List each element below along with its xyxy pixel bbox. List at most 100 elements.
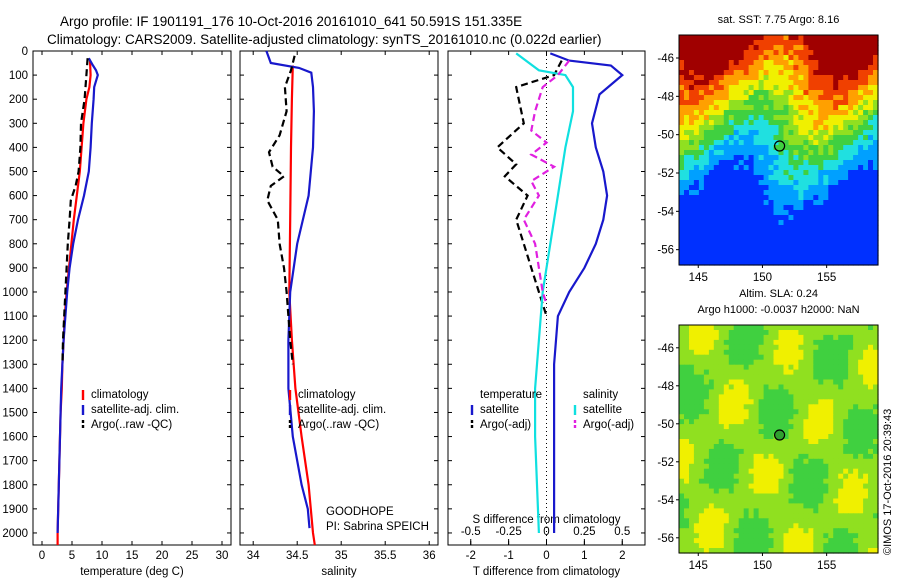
map-cell: [833, 45, 839, 51]
map-cell: [728, 260, 735, 266]
map-cell: [738, 344, 745, 351]
map-cell: [793, 344, 799, 351]
map-cell: [813, 100, 819, 106]
map-cell: [788, 483, 795, 490]
map-cell: [858, 65, 864, 71]
map-cell: [773, 533, 780, 539]
map-cell: [818, 65, 824, 71]
map-cell: [713, 190, 720, 196]
map-cell: [713, 364, 720, 371]
map-cell: [713, 170, 720, 176]
map-cell: [798, 185, 804, 191]
map-cell: [689, 220, 695, 226]
map-cell: [763, 458, 770, 465]
map-cell: [808, 50, 814, 56]
map-cell: [773, 399, 780, 405]
map-cell: [708, 145, 715, 151]
map-cell: [778, 424, 785, 430]
map-cell: [823, 424, 829, 430]
map-cell: [753, 40, 760, 46]
map-cell: [833, 105, 839, 111]
map-cell: [833, 40, 839, 46]
map-cell: [698, 384, 705, 391]
map-cell: [768, 210, 775, 216]
map-cell: [818, 230, 824, 236]
map-cell: [679, 374, 685, 381]
map-cell: [689, 344, 695, 351]
map-cell: [813, 85, 819, 91]
map-cell: [803, 80, 809, 86]
depth-tick-label: 1600: [2, 432, 28, 444]
map-cell: [693, 330, 700, 336]
map-cell: [793, 215, 799, 221]
map-cell: [793, 424, 799, 430]
map-cell: [753, 195, 760, 201]
map-cell: [708, 369, 715, 376]
map-cell: [848, 210, 854, 216]
map-cell: [833, 513, 839, 519]
map-cell: [788, 245, 795, 251]
map-cell: [793, 150, 799, 156]
map-cell: [788, 45, 795, 51]
map-cell: [733, 339, 740, 346]
map-cell: [823, 215, 829, 221]
map-cell: [758, 110, 765, 116]
map-cell: [798, 195, 804, 201]
map-cell: [733, 414, 740, 420]
map-cell: [689, 85, 695, 91]
map-cell: [738, 95, 745, 101]
map-cell: [758, 250, 765, 256]
map-cell: [728, 210, 735, 216]
map-cell: [753, 538, 760, 544]
map-cell: [853, 100, 859, 106]
map-cell: [793, 155, 799, 161]
map-cell: [743, 483, 750, 490]
map-cell: [783, 458, 790, 465]
map-cell: [828, 235, 834, 241]
map-cell: [733, 125, 740, 131]
map-cell: [728, 414, 735, 420]
map-cell: [853, 95, 859, 101]
map-cell: [728, 185, 735, 191]
map-cell: [748, 50, 755, 56]
map-cell: [873, 349, 879, 356]
map-cell: [689, 434, 695, 440]
map-cell: [679, 458, 685, 465]
map-cell: [743, 35, 750, 41]
map-cell: [848, 165, 854, 171]
map-cell: [723, 195, 730, 201]
map-cell: [788, 414, 795, 420]
map-cell: [718, 245, 725, 251]
map-cell: [828, 538, 834, 544]
map-cell: [748, 533, 755, 539]
map-cell: [778, 458, 785, 465]
lon-tick-label: 145: [689, 560, 708, 572]
map-cell: [693, 45, 700, 51]
map-cell: [718, 325, 725, 331]
map-cell: [773, 160, 780, 166]
map-cell: [733, 160, 740, 166]
map-cell: [798, 155, 804, 161]
map-cell: [853, 419, 859, 425]
map-cell: [773, 493, 780, 500]
map-cell: [679, 424, 685, 430]
map-cell: [863, 105, 869, 111]
map-cell: [679, 205, 685, 211]
map-cell: [828, 60, 834, 66]
map-cell: [868, 230, 874, 236]
map-cell: [808, 40, 814, 46]
map-cell: [813, 225, 819, 231]
map-cell: [778, 140, 785, 146]
map-cell: [793, 115, 799, 121]
map-cell: [768, 70, 775, 76]
map-cell: [684, 513, 690, 519]
map-cell: [718, 110, 725, 116]
map-cell: [698, 110, 705, 116]
lon-tick-label: 145: [689, 272, 708, 284]
map-cell: [703, 498, 710, 505]
map-cell: [793, 354, 799, 361]
map-cell: [778, 145, 785, 151]
map-cell: [793, 85, 799, 91]
map-cell: [788, 195, 795, 201]
map-cell: [679, 448, 685, 455]
